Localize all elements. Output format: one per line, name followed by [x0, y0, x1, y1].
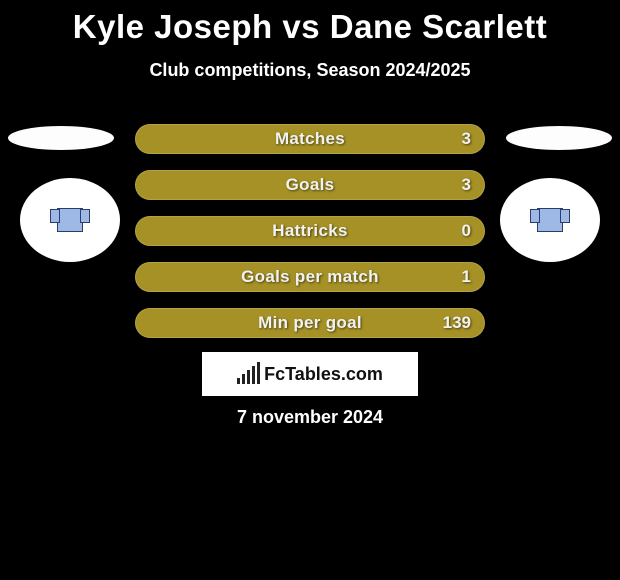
player2-name: Dane Scarlett — [330, 8, 547, 45]
player1-avatar — [20, 178, 120, 262]
player1-platform-ellipse — [8, 126, 114, 150]
brand-box: FcTables.com — [202, 352, 418, 396]
stat-bar-fill — [135, 262, 485, 292]
player2-kit-icon — [537, 208, 563, 232]
vs-text: vs — [282, 8, 320, 45]
subtitle: Club competitions, Season 2024/2025 — [0, 60, 620, 81]
stat-bar-fill — [135, 308, 485, 338]
stat-bar: Min per goal139 — [135, 308, 485, 338]
player2-avatar — [500, 178, 600, 262]
stat-bar-fill — [135, 124, 485, 154]
player1-name: Kyle Joseph — [73, 8, 273, 45]
player2-platform-ellipse — [506, 126, 612, 150]
comparison-infographic: Kyle Joseph vs Dane Scarlett Club compet… — [0, 0, 620, 580]
stat-bar-fill — [135, 170, 485, 200]
stats-bars-container: Matches3 Goals3 Hattricks0 Goals per match1… — [135, 124, 485, 354]
stat-bar: Goals3 — [135, 170, 485, 200]
stat-bar-fill — [135, 216, 485, 246]
stat-value-right: 1 — [462, 267, 471, 287]
stat-value-right: 0 — [462, 221, 471, 241]
stat-value-right: 139 — [443, 313, 471, 333]
stat-bar: Matches3 — [135, 124, 485, 154]
stat-value-right: 3 — [462, 129, 471, 149]
player1-kit-icon — [57, 208, 83, 232]
brand-text: FcTables.com — [264, 364, 383, 385]
brand-logo-icon — [237, 364, 260, 384]
stat-bar: Hattricks0 — [135, 216, 485, 246]
stat-bar: Goals per match1 — [135, 262, 485, 292]
page-title: Kyle Joseph vs Dane Scarlett — [0, 8, 620, 46]
date-text: 7 november 2024 — [0, 407, 620, 428]
stat-value-right: 3 — [462, 175, 471, 195]
